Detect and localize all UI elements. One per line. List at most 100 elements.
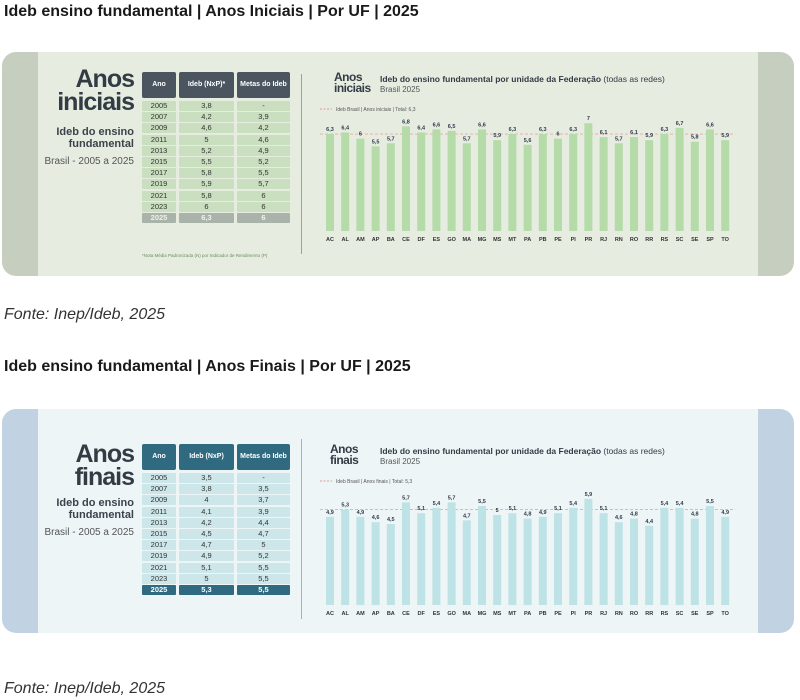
tick-label: BA: [387, 611, 395, 617]
tick-label: PE: [554, 237, 562, 243]
cell-ideb: 4,5: [179, 528, 234, 539]
table-row: 2009 4 3,7: [142, 495, 290, 506]
tick-label: RJ: [600, 611, 607, 617]
cell-meta: 6: [237, 212, 290, 223]
data-label: 5,9: [721, 133, 729, 139]
table-row: 2005 3,5-: [142, 473, 290, 483]
cell-ideb: 4: [179, 495, 234, 506]
table-row: 2021 5,1 5,5: [142, 562, 290, 573]
chart-small-title-line-2: finais: [330, 453, 359, 467]
tick-label: GO: [447, 611, 456, 617]
big-title-line-2: finais: [74, 463, 135, 491]
table-row: 2021 5,8 6: [142, 190, 290, 201]
cell-meta: 4,7: [237, 528, 290, 539]
cell-ano: 2017: [142, 168, 176, 179]
cell-meta: 3,9: [237, 112, 290, 123]
tick-label: TO: [721, 237, 729, 243]
ideb-table: Ano Ideb (NxP)* Metas do Ideb 2005 3,8-20…: [142, 72, 290, 224]
cell-meta: 3,9: [237, 506, 290, 517]
header-ideb: Ideb (NxP): [179, 444, 234, 470]
table-row: 2025 6,3 6: [142, 212, 290, 223]
tick-label: PR: [585, 611, 593, 617]
tick-label: PA: [524, 611, 531, 617]
tick-label: ES: [433, 611, 441, 617]
data-label: 6,3: [509, 127, 517, 133]
data-label: 4,9: [721, 510, 729, 516]
chart-small-title-line-2: iniciais: [334, 81, 371, 95]
data-label: 5,4: [661, 501, 670, 507]
panel-big-title: Anos iniciais: [38, 67, 135, 115]
tick-label: DF: [418, 611, 426, 617]
bar-pr: [584, 123, 593, 231]
tick-label: RO: [630, 237, 639, 243]
bar-df: [417, 513, 426, 605]
table-row: 2007 4,2 3,9: [142, 112, 290, 123]
bar-rs: [660, 134, 669, 231]
cell-ano: 2021: [142, 190, 176, 201]
cell-ano: 2005: [142, 473, 176, 483]
chart-subtitle: Brasil 2025: [380, 85, 421, 94]
data-label: 5: [496, 508, 499, 514]
bar-go: [447, 502, 456, 605]
cell-meta: 4,9: [237, 145, 290, 156]
tick-label: RS: [661, 237, 669, 243]
cell-ideb: 5: [179, 573, 234, 584]
bar-al: [341, 132, 350, 231]
table-footnote: *Nota Média Padronizada (N) por Indicado…: [142, 253, 268, 258]
data-label: 6,6: [433, 122, 441, 128]
bar-mg: [478, 506, 486, 605]
chart-small-title-line-1: Anos: [334, 70, 362, 84]
bar-es: [432, 507, 441, 605]
data-label: 5,3: [341, 503, 349, 509]
bar-se: [690, 518, 699, 605]
table-row: 2005 3,8-: [142, 101, 290, 111]
tick-label: AC: [326, 611, 334, 617]
bar-ma: [462, 143, 471, 231]
tick-label: ES: [433, 237, 441, 243]
data-label: 5,5: [478, 499, 486, 505]
cell-ideb: 5,8: [179, 168, 234, 179]
bar-rs: [660, 507, 669, 605]
bar-mt: [508, 513, 517, 605]
cell-meta: 4,6: [237, 134, 290, 145]
cell-ideb: 5,5: [179, 156, 234, 167]
data-label: 5,1: [554, 506, 562, 512]
header-metas: Metas do Ideb: [237, 72, 290, 98]
bar-sc: [675, 127, 684, 231]
bar-mg: [478, 129, 486, 231]
subtitle-line-2: fundamental: [68, 509, 134, 521]
header-ano: Ano: [142, 72, 176, 98]
bar-ro: [630, 518, 638, 605]
chart-small-title: Anos iniciais: [334, 70, 371, 95]
chart-main-title: Ideb do ensino fundamental por unidade d…: [380, 446, 665, 456]
cell-ideb: 3,5: [179, 473, 234, 483]
tick-label: CE: [402, 237, 410, 243]
year-range: Brasil - 2005 a 2025: [44, 156, 134, 167]
source-note-finais: Fonte: Inep/Ideb, 2025: [4, 680, 166, 697]
tick-label: MS: [493, 611, 502, 617]
tick-label: AP: [372, 237, 380, 243]
bar-pa: [523, 518, 532, 605]
chart-panel-inner: Anos iniciais Ideb do ensino fundamental…: [38, 52, 758, 276]
bar-pb: [538, 134, 547, 231]
data-label: 7: [587, 116, 590, 122]
bar-rr: [645, 525, 654, 605]
tick-label: PB: [539, 611, 547, 617]
bar-go: [447, 130, 456, 231]
data-label: 4,7: [463, 513, 471, 519]
chart-small-title: Anos finais: [330, 443, 359, 467]
table-row: 2013 5,2 4,9: [142, 145, 290, 156]
cell-meta: 5,2: [237, 156, 290, 167]
source-note-iniciais: Fonte: Inep/Ideb, 2025: [4, 306, 166, 323]
chart-main-title: Ideb do ensino fundamental por unidade d…: [380, 74, 665, 84]
tick-label: SE: [691, 611, 699, 617]
tick-label: AM: [356, 237, 365, 243]
data-label: 5,7: [387, 136, 395, 142]
cell-ideb: 5: [179, 134, 234, 145]
cell-ideb: 6: [179, 201, 234, 212]
cell-ano: 2009: [142, 123, 176, 134]
cell-ideb: 4,1: [179, 506, 234, 517]
cell-ideb: 3,8: [179, 484, 234, 495]
bar-ac: [326, 134, 334, 231]
cell-ideb: 5,3: [179, 584, 234, 595]
